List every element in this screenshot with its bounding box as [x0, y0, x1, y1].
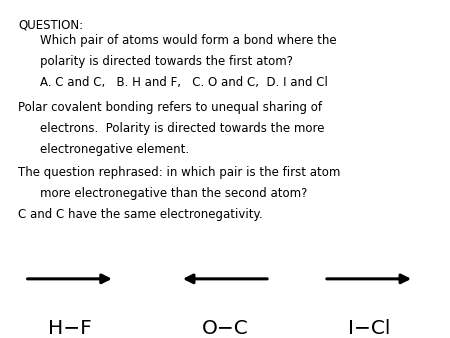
- Text: polarity is directed towards the first atom?: polarity is directed towards the first a…: [40, 55, 293, 68]
- Text: H−F: H−F: [48, 319, 92, 338]
- Text: more electronegative than the second atom?: more electronegative than the second ato…: [40, 187, 308, 199]
- Text: O−C: O−C: [202, 319, 248, 338]
- Text: electrons.  Polarity is directed towards the more: electrons. Polarity is directed towards …: [40, 122, 325, 135]
- Text: electronegative element.: electronegative element.: [40, 143, 189, 156]
- Text: C and C have the same electronegativity.: C and C have the same electronegativity.: [18, 208, 263, 221]
- Text: Polar covalent bonding refers to unequal sharing of: Polar covalent bonding refers to unequal…: [18, 101, 322, 114]
- Text: QUESTION:: QUESTION:: [18, 19, 83, 31]
- Text: I−Cl: I−Cl: [348, 319, 390, 338]
- Text: Which pair of atoms would form a bond where the: Which pair of atoms would form a bond wh…: [40, 34, 337, 47]
- Text: A. C and C,   B. H and F,   C. O and C,  D. I and Cl: A. C and C, B. H and F, C. O and C, D. I…: [40, 76, 328, 89]
- Text: The question rephrased: in which pair is the first atom: The question rephrased: in which pair is…: [18, 166, 340, 178]
